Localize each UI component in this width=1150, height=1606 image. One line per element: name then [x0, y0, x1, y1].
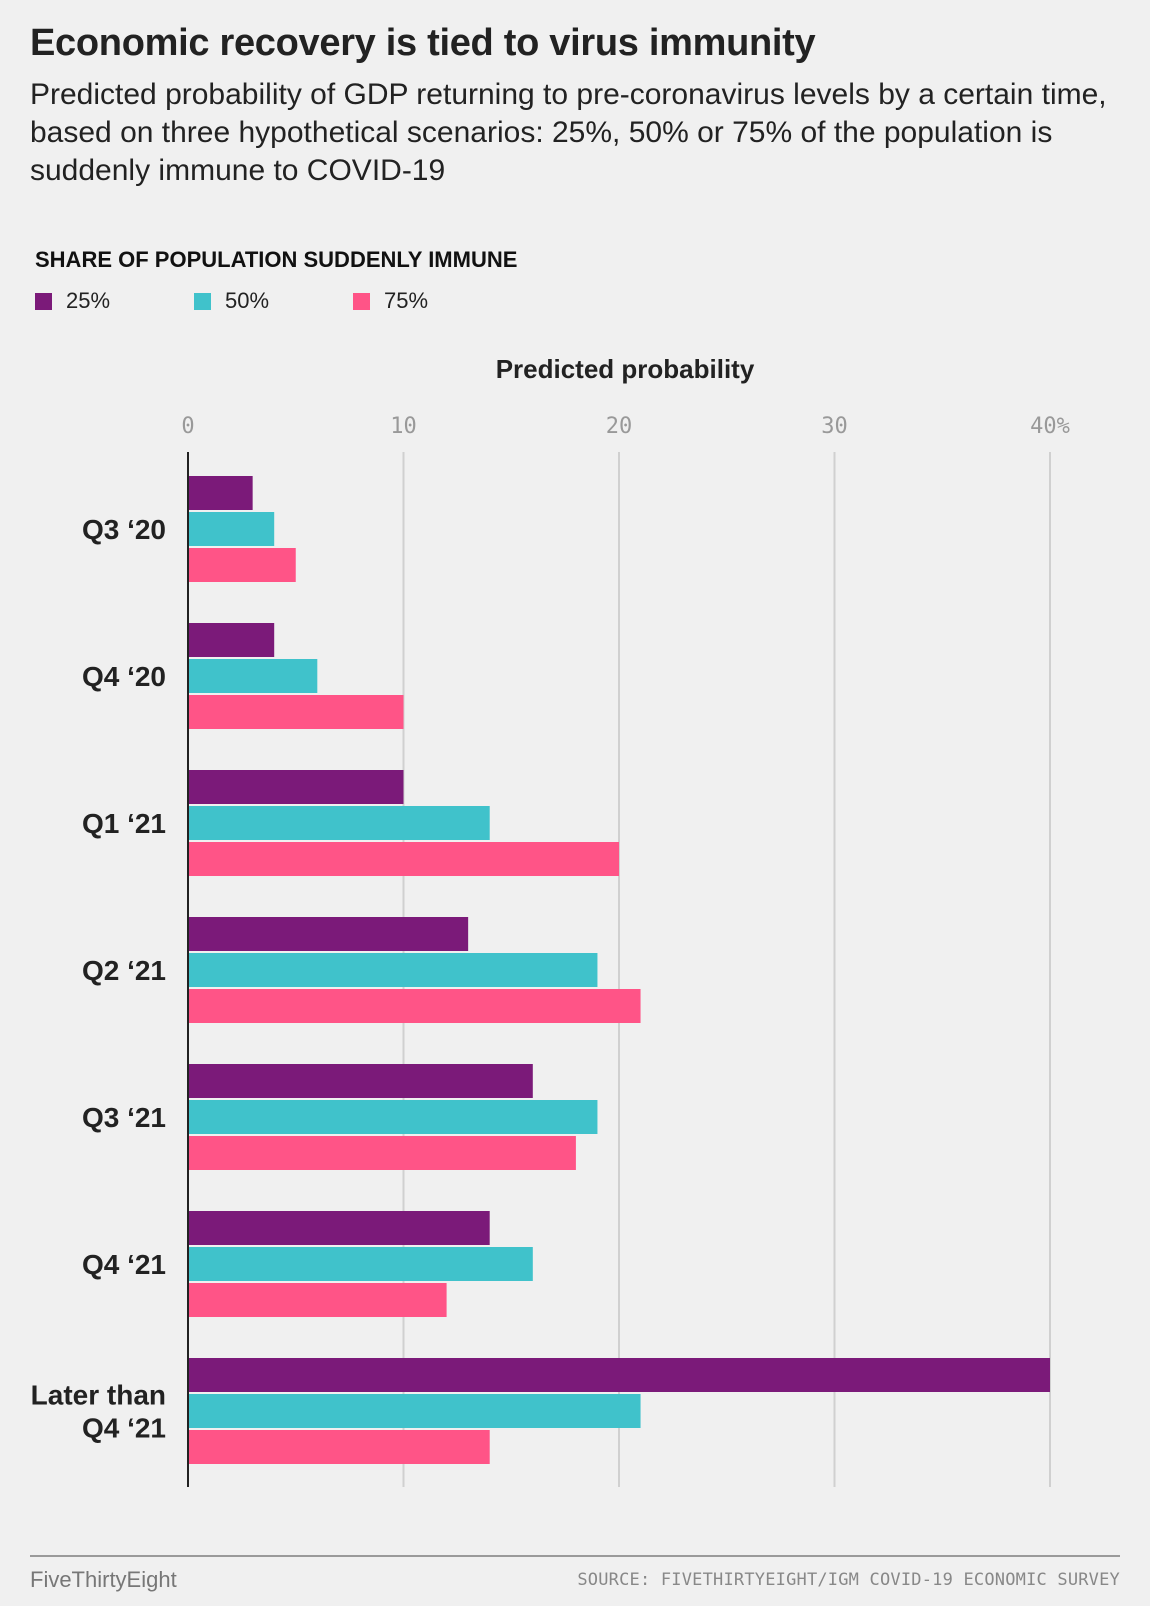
bar-1-series-25	[188, 476, 253, 510]
footer-source: SOURCE: FIVETHIRTYEIGHT/IGM COVID-19 ECO…	[577, 1570, 1120, 1590]
legend-title: SHARE OF POPULATION SUDDENLY IMMUNE	[35, 247, 518, 272]
bar-3-series-75	[188, 842, 619, 876]
footer-divider	[30, 1555, 1120, 1557]
x-tick-label-0: 0	[181, 414, 194, 439]
bar-4-series-25	[188, 917, 469, 951]
bar-6-series-75	[188, 1283, 447, 1317]
bar-7-series-50	[188, 1394, 641, 1428]
legend-item-75: 75%	[353, 288, 428, 314]
bar-3-series-50	[188, 806, 490, 840]
legend-label-50: 50%	[225, 288, 270, 313]
bar-6-series-50	[188, 1247, 533, 1281]
category-label-7: Later than Q4 ‘21	[31, 1380, 166, 1444]
legend-item-50: 50%	[194, 288, 269, 314]
x-tick-label-20: 20	[606, 414, 633, 439]
category-label-3: Q1 ‘21	[82, 808, 166, 839]
category-label-1: Q3 ‘20	[82, 514, 166, 545]
bar-5-series-25	[188, 1064, 533, 1098]
x-tick-label-10: 10	[390, 414, 417, 439]
bar-2-series-75	[188, 695, 404, 729]
bar-3-series-25	[188, 770, 404, 804]
x-tick-label-30: 30	[821, 414, 848, 439]
bar-6-series-25	[188, 1211, 490, 1245]
legend-swatch-50	[194, 292, 211, 310]
bar-1-series-75	[188, 548, 296, 582]
bar-4-series-75	[188, 989, 641, 1023]
legend-label-25: 25%	[66, 288, 111, 313]
bar-5-series-50	[188, 1100, 598, 1134]
legend-swatch-75	[353, 292, 370, 310]
category-label-4: Q2 ‘21	[82, 955, 166, 986]
footer-brand: FiveThirtyEight	[30, 1567, 177, 1592]
legend-swatch-25	[35, 292, 52, 310]
category-label-5: Q3 ‘21	[82, 1102, 166, 1133]
category-label-2: Q4 ‘20	[82, 661, 166, 692]
bar-2-series-50	[188, 659, 318, 693]
bar-5-series-75	[188, 1136, 576, 1170]
chart-title: Economic recovery is tied to virus immun…	[30, 22, 816, 64]
bar-4-series-50	[188, 953, 598, 987]
x-axis-title: Predicted probability	[495, 354, 755, 384]
bar-7-series-25	[188, 1358, 1050, 1392]
bar-2-series-25	[188, 623, 275, 657]
category-label-6: Q4 ‘21	[82, 1249, 166, 1280]
bar-7-series-75	[188, 1430, 490, 1464]
x-tick-label-40: 40%	[1030, 414, 1070, 439]
legend-item-25: 25%	[35, 288, 110, 314]
bar-1-series-50	[188, 512, 275, 546]
chart-subtitle: Predicted probability of GDP returning t…	[30, 78, 1107, 187]
legend-label-75: 75%	[384, 288, 429, 313]
